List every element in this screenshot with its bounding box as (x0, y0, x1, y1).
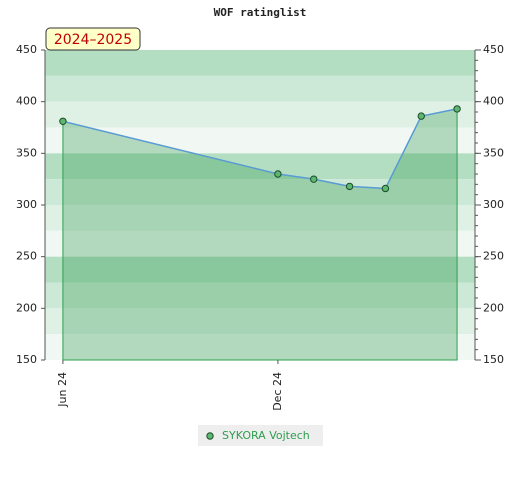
point (453, 105, 461, 113)
x-tick-label: Dec 24 (271, 372, 284, 411)
y-tick-label: 350 (16, 146, 37, 159)
annotation: 2024–2025 (54, 32, 132, 48)
y2-tick-label: 250 (483, 250, 504, 263)
y-tick-label: 250 (16, 250, 37, 263)
background-band (45, 282, 475, 309)
background-band (45, 153, 475, 180)
y2-tick-label: 150 (483, 353, 504, 366)
y-tick-label: 300 (16, 198, 37, 211)
point (345, 182, 354, 191)
point (417, 112, 425, 120)
y-tick-label: 400 (16, 95, 37, 108)
legend-label: SYKORA Vojtech (222, 429, 310, 442)
annotation-box (45, 27, 141, 51)
background-band (45, 256, 475, 283)
background-band (45, 50, 475, 76)
y-tick-label: 200 (16, 301, 37, 314)
plot-area (45, 50, 475, 361)
y2-tick-label: 450 (483, 43, 504, 56)
background-band (45, 75, 475, 102)
legend-marker (206, 432, 214, 440)
background-band (45, 179, 475, 205)
background-band (45, 308, 475, 335)
point (310, 175, 318, 183)
background-band (45, 334, 475, 360)
x-tick-label: Jun 24 (56, 372, 69, 408)
background-band (45, 230, 475, 257)
y2-tick-label: 200 (483, 301, 504, 314)
y2-tick-label: 350 (483, 146, 504, 159)
chart-title: WOF ratinglist (214, 6, 307, 19)
point (59, 117, 67, 126)
y-tick-label: 450 (16, 43, 37, 56)
legend-box (198, 425, 323, 446)
y-tick-label: 150 (16, 353, 37, 366)
background-band (45, 205, 475, 231)
y2-tick-label: 400 (483, 95, 504, 108)
point (274, 170, 282, 178)
background-band (45, 101, 475, 128)
background-band (45, 127, 475, 154)
point (381, 184, 390, 193)
y2-tick-label: 300 (483, 198, 504, 211)
